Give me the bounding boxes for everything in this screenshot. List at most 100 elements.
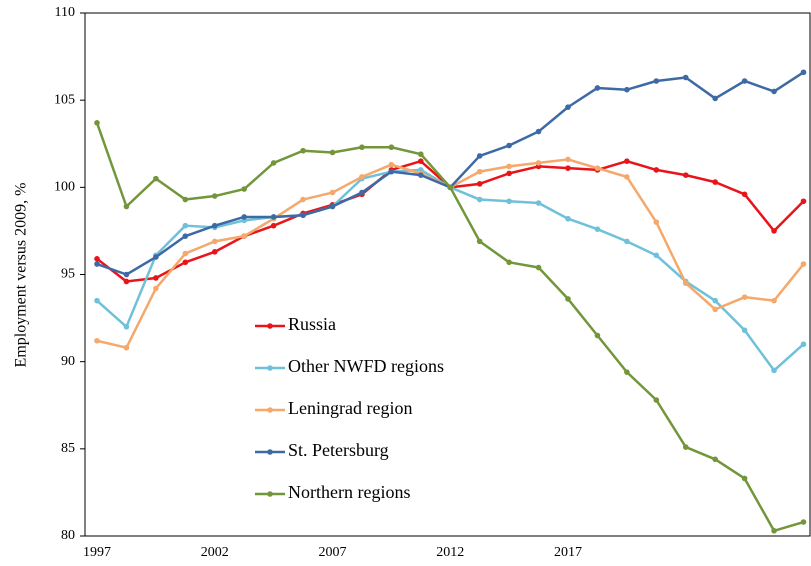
data-point	[388, 168, 395, 175]
data-point	[712, 297, 718, 304]
data-point	[300, 147, 306, 154]
data-point	[241, 186, 247, 192]
data-point	[565, 215, 571, 222]
data-point	[94, 256, 100, 262]
data-point	[123, 203, 130, 210]
plot-frame	[84, 12, 811, 537]
x-tick-label: 2007	[319, 545, 347, 560]
x-tick-label: 2002	[201, 545, 229, 560]
data-point	[771, 88, 777, 95]
data-point	[594, 332, 601, 339]
data-point	[624, 369, 630, 375]
data-point	[771, 367, 777, 374]
data-point	[94, 261, 100, 267]
data-point	[653, 167, 660, 173]
data-point	[447, 184, 454, 191]
data-point	[388, 161, 395, 168]
y-tick-label: 110	[55, 5, 75, 20]
legend-marker	[267, 365, 273, 371]
series-line	[96, 159, 805, 283]
y-tick-label: 100	[54, 180, 75, 195]
data-point	[270, 214, 277, 220]
series-line	[96, 71, 805, 276]
data-point	[682, 444, 689, 450]
y-tick-label: 90	[61, 354, 75, 369]
x-tick-label: 2017	[554, 545, 582, 560]
x-tick-label: 1997	[83, 545, 111, 560]
data-point	[94, 120, 100, 126]
legend-marker	[267, 449, 273, 455]
data-point	[123, 278, 130, 285]
data-point	[476, 181, 483, 187]
data-point	[506, 259, 512, 266]
data-point	[329, 203, 336, 210]
data-point	[682, 74, 689, 81]
data-point	[270, 222, 277, 229]
data-point	[94, 297, 100, 304]
data-point	[535, 128, 542, 135]
data-point	[594, 165, 601, 171]
data-point	[800, 69, 807, 76]
data-point	[506, 198, 512, 205]
legend-marker	[267, 407, 273, 413]
data-point	[594, 85, 601, 91]
data-point	[388, 144, 395, 151]
legend-label: Northern regions	[288, 482, 410, 502]
data-point	[300, 212, 306, 219]
data-point	[565, 156, 571, 163]
y-axis-label: Employment versus 2009, %	[13, 183, 30, 368]
data-point	[182, 196, 189, 203]
data-point	[476, 168, 483, 175]
legend-label: St. Petersburg	[288, 440, 389, 460]
data-point	[359, 189, 365, 196]
data-point	[624, 238, 630, 245]
data-point	[565, 104, 571, 110]
data-point	[624, 158, 630, 164]
data-point	[653, 252, 660, 259]
legend-marker	[267, 323, 273, 329]
data-point	[329, 149, 336, 156]
data-point	[653, 397, 660, 403]
y-tick-label: 85	[61, 441, 75, 456]
data-point	[476, 196, 483, 203]
data-point	[535, 264, 542, 271]
legend-marker	[267, 491, 273, 497]
data-point	[771, 228, 777, 234]
data-point	[476, 153, 483, 159]
data-point	[624, 86, 630, 93]
data-point	[594, 226, 601, 232]
legend-label: Leningrad region	[288, 398, 412, 418]
data-point	[741, 475, 748, 482]
data-point	[800, 519, 807, 525]
data-point	[359, 144, 365, 151]
data-point	[270, 160, 277, 166]
data-point	[211, 249, 218, 255]
data-point	[182, 222, 189, 229]
data-point	[506, 142, 512, 149]
x-tick-label: 2012	[436, 545, 464, 560]
data-point	[712, 95, 718, 102]
data-point	[123, 271, 130, 278]
data-point	[153, 175, 159, 182]
legend-label: Russia	[288, 314, 336, 334]
y-tick-label: 105	[54, 92, 75, 107]
data-point	[418, 158, 424, 164]
series-line	[95, 122, 804, 533]
data-point	[300, 196, 306, 203]
data-point	[800, 198, 807, 205]
data-point	[241, 233, 247, 239]
data-point	[506, 170, 512, 177]
data-point	[418, 151, 424, 158]
data-point	[535, 200, 542, 206]
data-point	[476, 238, 483, 245]
data-point	[682, 280, 689, 287]
data-point	[211, 222, 218, 229]
data-point	[653, 219, 660, 225]
data-point	[329, 189, 336, 196]
data-point	[182, 259, 189, 266]
data-point	[682, 172, 689, 178]
data-point	[741, 78, 748, 84]
data-point	[771, 297, 777, 304]
data-point	[211, 193, 218, 199]
